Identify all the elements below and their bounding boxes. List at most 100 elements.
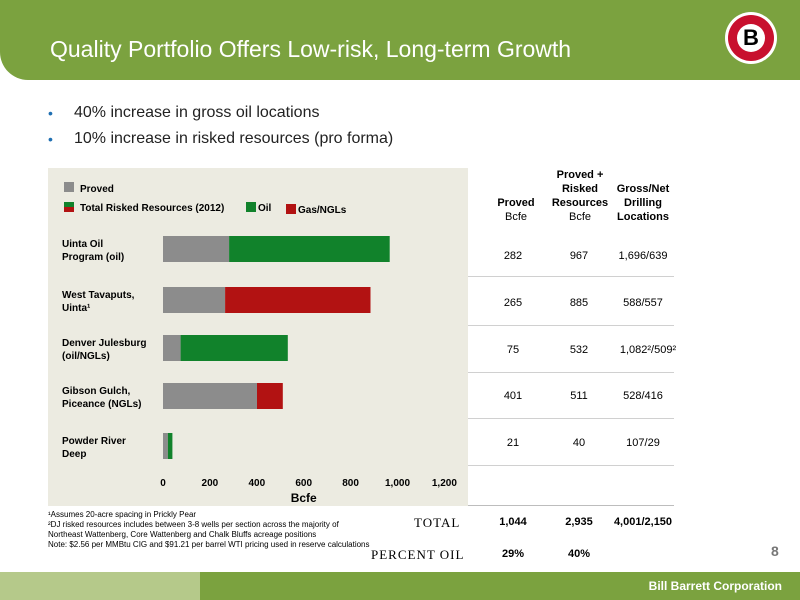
cell-proved: 21 — [506, 437, 520, 449]
bullet-item: • 40% increase in gross oil locations — [48, 100, 393, 126]
category-label-line2: Uinta¹ — [62, 303, 91, 314]
col-header-locations: Gross/Net Drilling Locations — [603, 182, 683, 224]
x-tick-label: 0 — [160, 478, 166, 489]
legend-risked-label: Total Risked Resources (2012) — [80, 203, 224, 214]
cell-locations: 1,082²/509² — [619, 344, 677, 356]
footer-bar: Bill Barrett Corporation — [0, 572, 800, 600]
bar-proved — [163, 236, 230, 262]
col-header-risked-line3: Resources — [551, 197, 609, 209]
logo-letter: B — [743, 25, 759, 50]
total-proved: 1,044 — [499, 516, 527, 528]
x-tick-label: 800 — [342, 478, 359, 489]
category-label-line2: Deep — [62, 449, 86, 460]
bullet-dot-icon: • — [48, 105, 53, 121]
bar-proved — [163, 287, 226, 313]
category-label-line2: (oil/NGLs) — [62, 351, 110, 362]
category-label-line1: Powder River — [62, 436, 126, 447]
x-tick-label: 600 — [295, 478, 312, 489]
footer-dark-segment: Bill Barrett Corporation — [200, 572, 800, 600]
total-risked: 2,935 — [565, 516, 593, 528]
legend-oil-swatch — [246, 202, 256, 212]
row-divider — [468, 276, 674, 277]
col-header-risked-line2: Risked — [561, 183, 599, 195]
bullet-dot-icon: • — [48, 131, 53, 147]
bullet-text: 10% increase in risked resources (pro fo… — [74, 130, 394, 147]
legend-risked-swatch-top — [64, 202, 74, 207]
category-label-line2: Piceance (NGLs) — [62, 399, 141, 410]
col-header-locations-line1: Gross/Net — [616, 183, 670, 195]
percent-oil-proved: 29% — [501, 548, 525, 560]
bar-proved — [163, 383, 257, 409]
cell-locations: 588/557 — [623, 297, 663, 309]
col-header-locations-line2: Drilling — [624, 197, 662, 209]
col-header-risked: Proved + Risked Resources Bcfe — [540, 168, 620, 224]
bar-proved — [163, 433, 168, 459]
bar-oil — [229, 236, 390, 262]
cell-risked: 532 — [569, 344, 589, 356]
col-header-proved-title: Proved — [497, 197, 535, 209]
footnote-2: ²DJ risked resources includes between 3-… — [48, 520, 339, 539]
bar-oil — [167, 433, 173, 459]
x-tick-label: 1,000 — [385, 478, 410, 489]
row-divider — [468, 418, 674, 419]
legend-risked-swatch-bottom — [64, 207, 74, 212]
category-label-line1: Uinta Oil — [62, 239, 103, 250]
percent-oil-risked: 40% — [567, 548, 591, 560]
cell-proved: 282 — [503, 250, 523, 262]
x-tick-label: 1,200 — [432, 478, 457, 489]
col-header-risked-unit: Bcfe — [568, 211, 591, 223]
bar-gas — [257, 383, 283, 409]
page-title: Quality Portfolio Offers Low-risk, Long-… — [50, 36, 572, 62]
category-label-line1: West Tavaputs, — [62, 290, 135, 301]
total-divider — [468, 505, 674, 506]
footer-light-segment — [0, 572, 200, 600]
bar-proved — [163, 335, 181, 361]
x-axis-title: Bcfe — [291, 491, 317, 505]
cell-risked: 967 — [569, 250, 589, 262]
cell-risked: 40 — [572, 437, 586, 449]
row-divider — [468, 465, 674, 466]
total-label: TOTAL — [414, 515, 461, 530]
legend-oil-label: Oil — [258, 203, 272, 214]
bar-oil — [180, 335, 288, 361]
legend-proved-swatch — [64, 182, 74, 192]
cell-proved: 401 — [503, 390, 523, 402]
cell-risked: 885 — [569, 297, 589, 309]
category-label-line1: Gibson Gulch, — [62, 386, 131, 397]
bullet-list: • 40% increase in gross oil locations • 10… — [48, 100, 393, 152]
col-header-locations-line3: Locations — [617, 211, 669, 223]
logo-ring: B — [728, 15, 774, 61]
percent-oil-label: PERCENT OIL — [371, 547, 465, 562]
footer-brand: Bill Barrett Corporation — [648, 579, 782, 593]
row-divider — [468, 325, 674, 326]
cell-proved: 75 — [506, 344, 520, 356]
footnote-note: Note: $2.56 per MMBtu CIG and $91.21 per… — [48, 540, 370, 549]
col-header-risked-line1: Proved + — [556, 169, 604, 181]
col-header-proved-unit: Bcfe — [504, 211, 527, 223]
logo-inner: B — [737, 24, 765, 52]
page-number: 8 — [771, 543, 779, 559]
category-label-line2: Program (oil) — [62, 252, 124, 263]
bullet-item: • 10% increase in risked resources (pro f… — [48, 126, 393, 152]
legend-gas-swatch — [286, 204, 296, 214]
total-locations: 4,001/2,150 — [613, 516, 673, 528]
x-tick-label: 200 — [202, 478, 219, 489]
bullet-text: 40% increase in gross oil locations — [74, 104, 320, 121]
footnote-1: ¹Assumes 20-acre spacing in Prickly Pear — [48, 510, 197, 519]
col-header-proved: Proved Bcfe — [476, 196, 556, 224]
legend-proved-label: Proved — [80, 184, 114, 195]
x-tick-label: 400 — [248, 478, 265, 489]
cell-locations: 1,696/639 — [618, 250, 668, 262]
header-bar: Quality Portfolio Offers Low-risk, Long-… — [0, 0, 800, 80]
footnotes: ¹Assumes 20-acre spacing in Prickly Pear… — [48, 510, 373, 550]
cell-locations: 107/29 — [626, 437, 660, 449]
legend-gas-label: Gas/NGLs — [298, 205, 347, 216]
category-label-line1: Denver Julesburg — [62, 338, 146, 349]
row-divider — [468, 372, 674, 373]
cell-proved: 265 — [503, 297, 523, 309]
company-logo: B — [725, 12, 777, 64]
cell-locations: 528/416 — [623, 390, 663, 402]
bar-gas — [225, 287, 371, 313]
cell-risked: 511 — [570, 390, 588, 402]
